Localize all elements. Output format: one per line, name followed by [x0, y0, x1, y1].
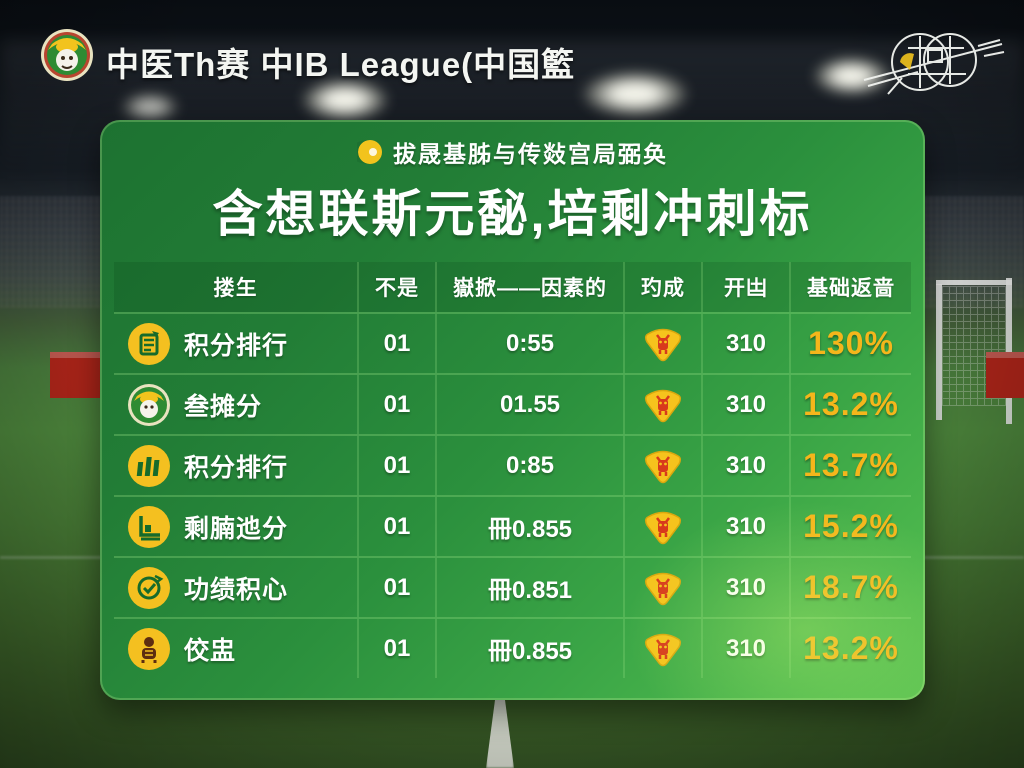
sketch-doodle-icon — [863, 33, 1005, 95]
bar-chart-icon — [128, 444, 170, 487]
floodlight-glow — [300, 78, 390, 122]
percent-cell: 18.7% — [803, 569, 899, 605]
table-row: 积分排行 01 0:85 310 13.7% — [114, 434, 911, 495]
value-cell: 冊0.855 — [437, 497, 625, 556]
value-cell: 冊0.851 — [437, 558, 625, 617]
round-cell: 01 — [359, 558, 437, 617]
percent-cell: 13.7% — [803, 447, 899, 483]
row-label: 叁摊分 — [184, 392, 263, 421]
ad-board-right — [986, 352, 1024, 398]
count-cell: 310 — [703, 558, 791, 617]
stats-table: 搂玍 不是 嶽掀——因素的 玓成 开凷 基础返啬 积分排行 01 0:55 — [114, 262, 911, 678]
count-cell: 310 — [703, 375, 791, 434]
column-header: 嶽掀——因素的 — [437, 262, 625, 312]
goal-post — [936, 284, 942, 420]
goal-post — [1006, 278, 1012, 424]
percent-cell: 130% — [808, 325, 894, 361]
floodlight-glow — [580, 70, 690, 118]
panel-title: 含想联斯元馝,培剩冲刺标 — [212, 186, 813, 242]
row-label: 积分排行 — [184, 331, 289, 360]
panel-subtitle-row: 拔晟基胏与传敥宫局弼奂 — [100, 134, 925, 170]
mascot-icon — [128, 627, 170, 670]
ad-board-left — [50, 352, 102, 398]
stats-panel: 拔晟基胏与传敥宫局弼奂 含想联斯元馝,培剩冲刺标 搂玍 不是 嶽掀——因素的 玓… — [100, 120, 925, 700]
column-header: 基础返啬 — [807, 277, 895, 300]
round-cell: 01 — [359, 619, 437, 678]
shield-badge-icon — [644, 572, 682, 605]
percent-cell: 13.2% — [803, 386, 899, 422]
goal-crossbar — [936, 280, 1012, 285]
count-cell: 310 — [703, 619, 791, 678]
row-label: 功绩积心 — [184, 575, 289, 604]
column-header: 不是 — [359, 262, 437, 312]
shield-badge-icon — [644, 328, 682, 361]
count-cell: 310 — [703, 497, 791, 556]
shield-badge-icon — [644, 389, 682, 422]
top-header: 中医Th赛 中IB League(中国籃 — [0, 0, 1024, 110]
certificate-icon — [128, 322, 170, 365]
row-label: 剩腩迆分 — [184, 514, 289, 543]
row-label: 佼盅 — [184, 636, 237, 665]
ball-icon — [357, 140, 382, 164]
axis-chart-icon — [128, 505, 170, 548]
table-row: 积分排行 01 0:55 310 130% — [114, 312, 911, 373]
club-badge-logo-icon — [41, 29, 93, 81]
table-row: 叁摊分 01 01.55 310 13.2% — [114, 373, 911, 434]
count-cell: 310 — [703, 314, 791, 373]
shield-badge-icon — [644, 450, 682, 483]
shield-badge-icon — [644, 633, 682, 666]
round-cell: 01 — [359, 436, 437, 495]
value-cell: 0:55 — [437, 314, 625, 373]
count-cell: 310 — [703, 436, 791, 495]
percent-cell: 15.2% — [803, 508, 899, 544]
club-badge-icon — [128, 383, 170, 426]
row-label: 积分排行 — [184, 453, 289, 482]
column-header: 玓成 — [625, 262, 703, 312]
value-cell: 01.55 — [437, 375, 625, 434]
value-cell: 冊0.855 — [437, 619, 625, 678]
panel-subtitle: 拔晟基胏与传敥宫局弼奂 — [393, 141, 668, 167]
round-cell: 01 — [359, 497, 437, 556]
table-row: 功绩积心 01 冊0.851 310 18.7% — [114, 556, 911, 617]
round-cell: 01 — [359, 314, 437, 373]
value-cell: 0:85 — [437, 436, 625, 495]
floodlight-glow — [120, 92, 180, 122]
percent-cell: 13.2% — [803, 630, 899, 666]
column-header: 搂玍 — [114, 262, 359, 312]
page-title: 中医Th赛 中IB League(中国籃 — [106, 46, 576, 83]
table-row: 剩腩迆分 01 冊0.855 310 15.2% — [114, 495, 911, 556]
column-header: 开凷 — [703, 262, 791, 312]
round-cell: 01 — [359, 375, 437, 434]
shield-badge-icon — [644, 511, 682, 544]
table-header-row: 搂玍 不是 嶽掀——因素的 玓成 开凷 基础返啬 — [114, 262, 911, 312]
table-row: 佼盅 01 冊0.855 310 13.2% — [114, 617, 911, 678]
clock-check-icon — [128, 566, 170, 609]
